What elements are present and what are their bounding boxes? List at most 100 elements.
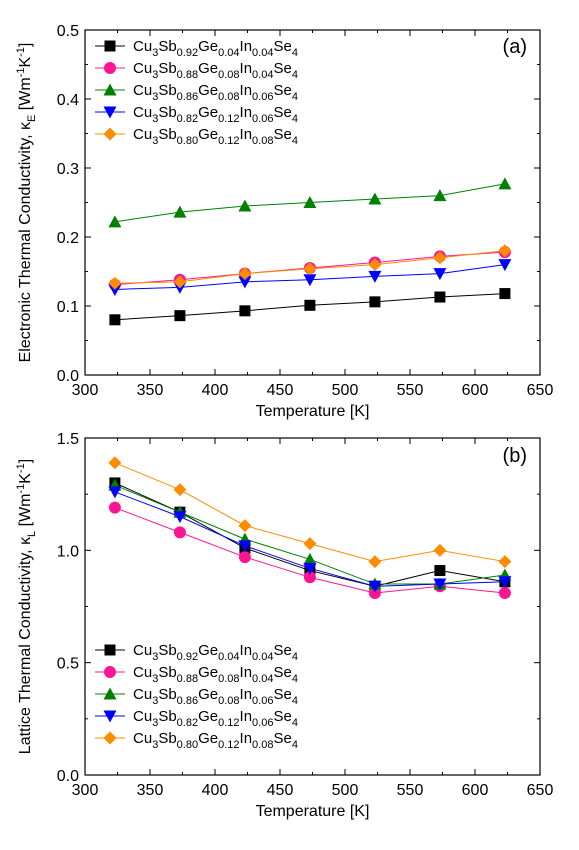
data-point [303, 274, 317, 287]
y-axis-label: Electronic Thermal Conductivity, κE [Wm-… [15, 43, 38, 363]
x-tick-label: 400 [202, 382, 229, 399]
x-tick-label: 300 [72, 782, 99, 799]
panel-label: (b) [503, 445, 527, 467]
data-point [109, 314, 121, 326]
data-point [174, 310, 186, 322]
y-tick-label: 0.5 [57, 656, 79, 673]
data-point [239, 305, 251, 317]
data-point [303, 552, 317, 565]
data-point [303, 562, 317, 575]
data-point [173, 511, 187, 524]
y-tick-label: 1.0 [57, 543, 79, 560]
data-point [303, 196, 317, 208]
data-point [433, 251, 447, 265]
x-tick-label: 350 [137, 382, 164, 399]
legend-label: Cu3Sb0.88Ge0.08In0.04Se4 [133, 60, 298, 81]
data-point [498, 259, 512, 272]
data-point [173, 205, 187, 218]
x-tick-label: 500 [332, 382, 359, 399]
data-point [368, 270, 382, 283]
x-tick-label: 450 [267, 782, 294, 799]
legend-label: Cu3Sb0.82Ge0.12In0.06Se4 [133, 104, 298, 125]
data-point [433, 268, 447, 281]
legend-marker [104, 40, 116, 52]
series-3 [108, 177, 512, 228]
y-tick-label: 0.3 [57, 161, 79, 178]
series-5 [108, 456, 512, 569]
legend-label: Cu3Sb0.88Ge0.08In0.04Se4 [133, 664, 298, 685]
x-tick-label: 550 [397, 382, 424, 399]
y-tick-label: 0.1 [57, 299, 79, 316]
data-point [499, 288, 511, 300]
legend-marker [104, 62, 116, 74]
data-point [108, 501, 121, 514]
data-point [173, 526, 186, 539]
data-point [108, 276, 122, 290]
x-tick-label: 400 [202, 782, 229, 799]
data-point [498, 587, 511, 600]
data-point [368, 580, 382, 593]
x-tick-label: 600 [462, 782, 489, 799]
data-point [238, 276, 252, 289]
data-point [368, 192, 382, 205]
x-tick-label: 550 [397, 782, 424, 799]
data-point [238, 199, 252, 212]
x-tick-label: 500 [332, 782, 359, 799]
data-point [368, 555, 382, 569]
y-tick-label: 0.4 [57, 92, 79, 109]
legend-marker [103, 106, 117, 119]
legend-label: Cu3Sb0.86Ge0.08In0.06Se4 [133, 82, 298, 103]
data-point [108, 456, 122, 470]
data-point [238, 551, 251, 564]
data-point [498, 244, 512, 258]
data-point [433, 189, 447, 202]
x-tick-label: 600 [462, 382, 489, 399]
data-point [108, 283, 122, 296]
data-point [498, 555, 512, 569]
legend-label: Cu3Sb0.92Ge0.04In0.04Se4 [133, 642, 298, 663]
legend-label: Cu3Sb0.82Ge0.12In0.06Se4 [133, 708, 298, 729]
data-point [108, 486, 122, 499]
data-point [368, 258, 382, 272]
y-tick-label: 0.5 [57, 23, 79, 40]
legend: Cu3Sb0.92Ge0.04In0.04Se4Cu3Sb0.88Ge0.08I… [95, 38, 298, 147]
legend-label: Cu3Sb0.92Ge0.04In0.04Se4 [133, 38, 298, 59]
legend-marker [103, 710, 117, 723]
x-tick-label: 650 [527, 782, 554, 799]
data-point [369, 296, 381, 308]
data-point [108, 215, 122, 228]
legend: Cu3Sb0.92Ge0.04In0.04Se4Cu3Sb0.88Ge0.08I… [95, 642, 298, 751]
data-point [303, 537, 317, 551]
panel-label: (a) [503, 36, 527, 58]
data-point [434, 291, 446, 303]
data-point [498, 177, 512, 190]
y-tick-label: 0.0 [57, 768, 79, 785]
x-tick-label: 450 [267, 382, 294, 399]
data-point [238, 540, 252, 553]
legend-marker [104, 666, 116, 678]
data-point [498, 576, 512, 589]
data-point [238, 267, 252, 281]
data-point [433, 543, 447, 557]
y-axis-label: Lattice Thermal Conductivity, κL [Wm-1K-… [15, 459, 38, 754]
x-tick-label: 350 [137, 782, 164, 799]
legend-label: Cu3Sb0.86Ge0.08In0.06Se4 [133, 686, 298, 707]
legend-marker [103, 687, 117, 700]
data-point [303, 262, 317, 276]
x-tick-label: 300 [72, 382, 99, 399]
x-axis-label: Temperature [K] [256, 803, 370, 820]
legend-label: Cu3Sb0.80Ge0.12In0.08Se4 [133, 730, 298, 751]
x-axis-label: Temperature [K] [256, 403, 370, 420]
series-5 [108, 244, 512, 290]
y-tick-label: 1.5 [57, 431, 79, 448]
legend-marker [103, 127, 117, 141]
series-1 [109, 288, 511, 326]
x-tick-label: 650 [527, 382, 554, 399]
data-point [173, 275, 187, 289]
legend-marker [104, 644, 116, 656]
data-point [303, 571, 316, 584]
data-point [173, 483, 187, 497]
data-point [434, 565, 446, 577]
